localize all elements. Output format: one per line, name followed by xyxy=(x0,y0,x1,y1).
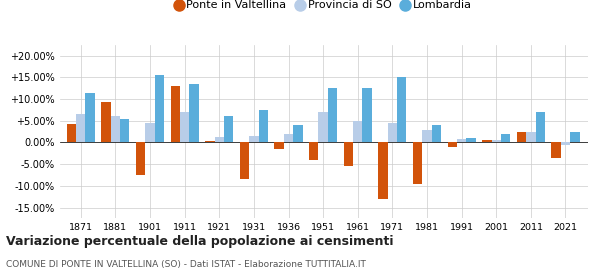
Bar xyxy=(145,123,155,143)
Bar xyxy=(388,123,397,143)
Bar xyxy=(101,102,111,143)
Bar xyxy=(190,84,199,143)
Bar xyxy=(422,130,431,143)
Bar xyxy=(284,134,293,143)
Bar xyxy=(85,92,95,143)
Bar xyxy=(491,140,501,143)
Bar xyxy=(259,110,268,143)
Bar xyxy=(526,132,536,143)
Bar xyxy=(111,116,120,143)
Bar xyxy=(561,143,570,144)
Bar xyxy=(328,88,337,143)
Bar xyxy=(482,140,491,143)
Bar xyxy=(240,143,249,179)
Bar xyxy=(362,88,372,143)
Bar xyxy=(570,132,580,143)
Bar xyxy=(551,143,561,158)
Bar xyxy=(293,125,302,143)
Bar xyxy=(379,143,388,199)
Bar xyxy=(274,143,284,149)
Bar xyxy=(136,143,145,175)
Bar xyxy=(309,143,319,160)
Bar xyxy=(224,116,233,143)
Bar xyxy=(120,119,130,143)
Bar xyxy=(517,132,526,143)
Bar xyxy=(249,136,259,143)
Text: Variazione percentuale della popolazione ai censimenti: Variazione percentuale della popolazione… xyxy=(6,235,394,248)
Bar xyxy=(76,114,85,143)
Bar xyxy=(448,143,457,147)
Bar xyxy=(413,143,422,184)
Bar xyxy=(536,112,545,143)
Bar xyxy=(319,112,328,143)
Bar xyxy=(155,75,164,143)
Bar xyxy=(466,138,476,143)
Bar xyxy=(501,134,510,143)
Bar xyxy=(397,77,406,143)
Bar xyxy=(457,139,466,143)
Bar xyxy=(215,137,224,143)
Legend: Ponte in Valtellina, Provincia di SO, Lombardia: Ponte in Valtellina, Provincia di SO, Lo… xyxy=(174,0,474,13)
Bar xyxy=(67,124,76,143)
Bar xyxy=(431,125,441,143)
Text: COMUNE DI PONTE IN VALTELLINA (SO) - Dati ISTAT - Elaborazione TUTTITALIA.IT: COMUNE DI PONTE IN VALTELLINA (SO) - Dat… xyxy=(6,260,366,269)
Bar xyxy=(205,141,215,143)
Bar xyxy=(170,86,180,143)
Bar xyxy=(344,143,353,166)
Bar xyxy=(353,121,362,143)
Bar xyxy=(180,112,190,143)
